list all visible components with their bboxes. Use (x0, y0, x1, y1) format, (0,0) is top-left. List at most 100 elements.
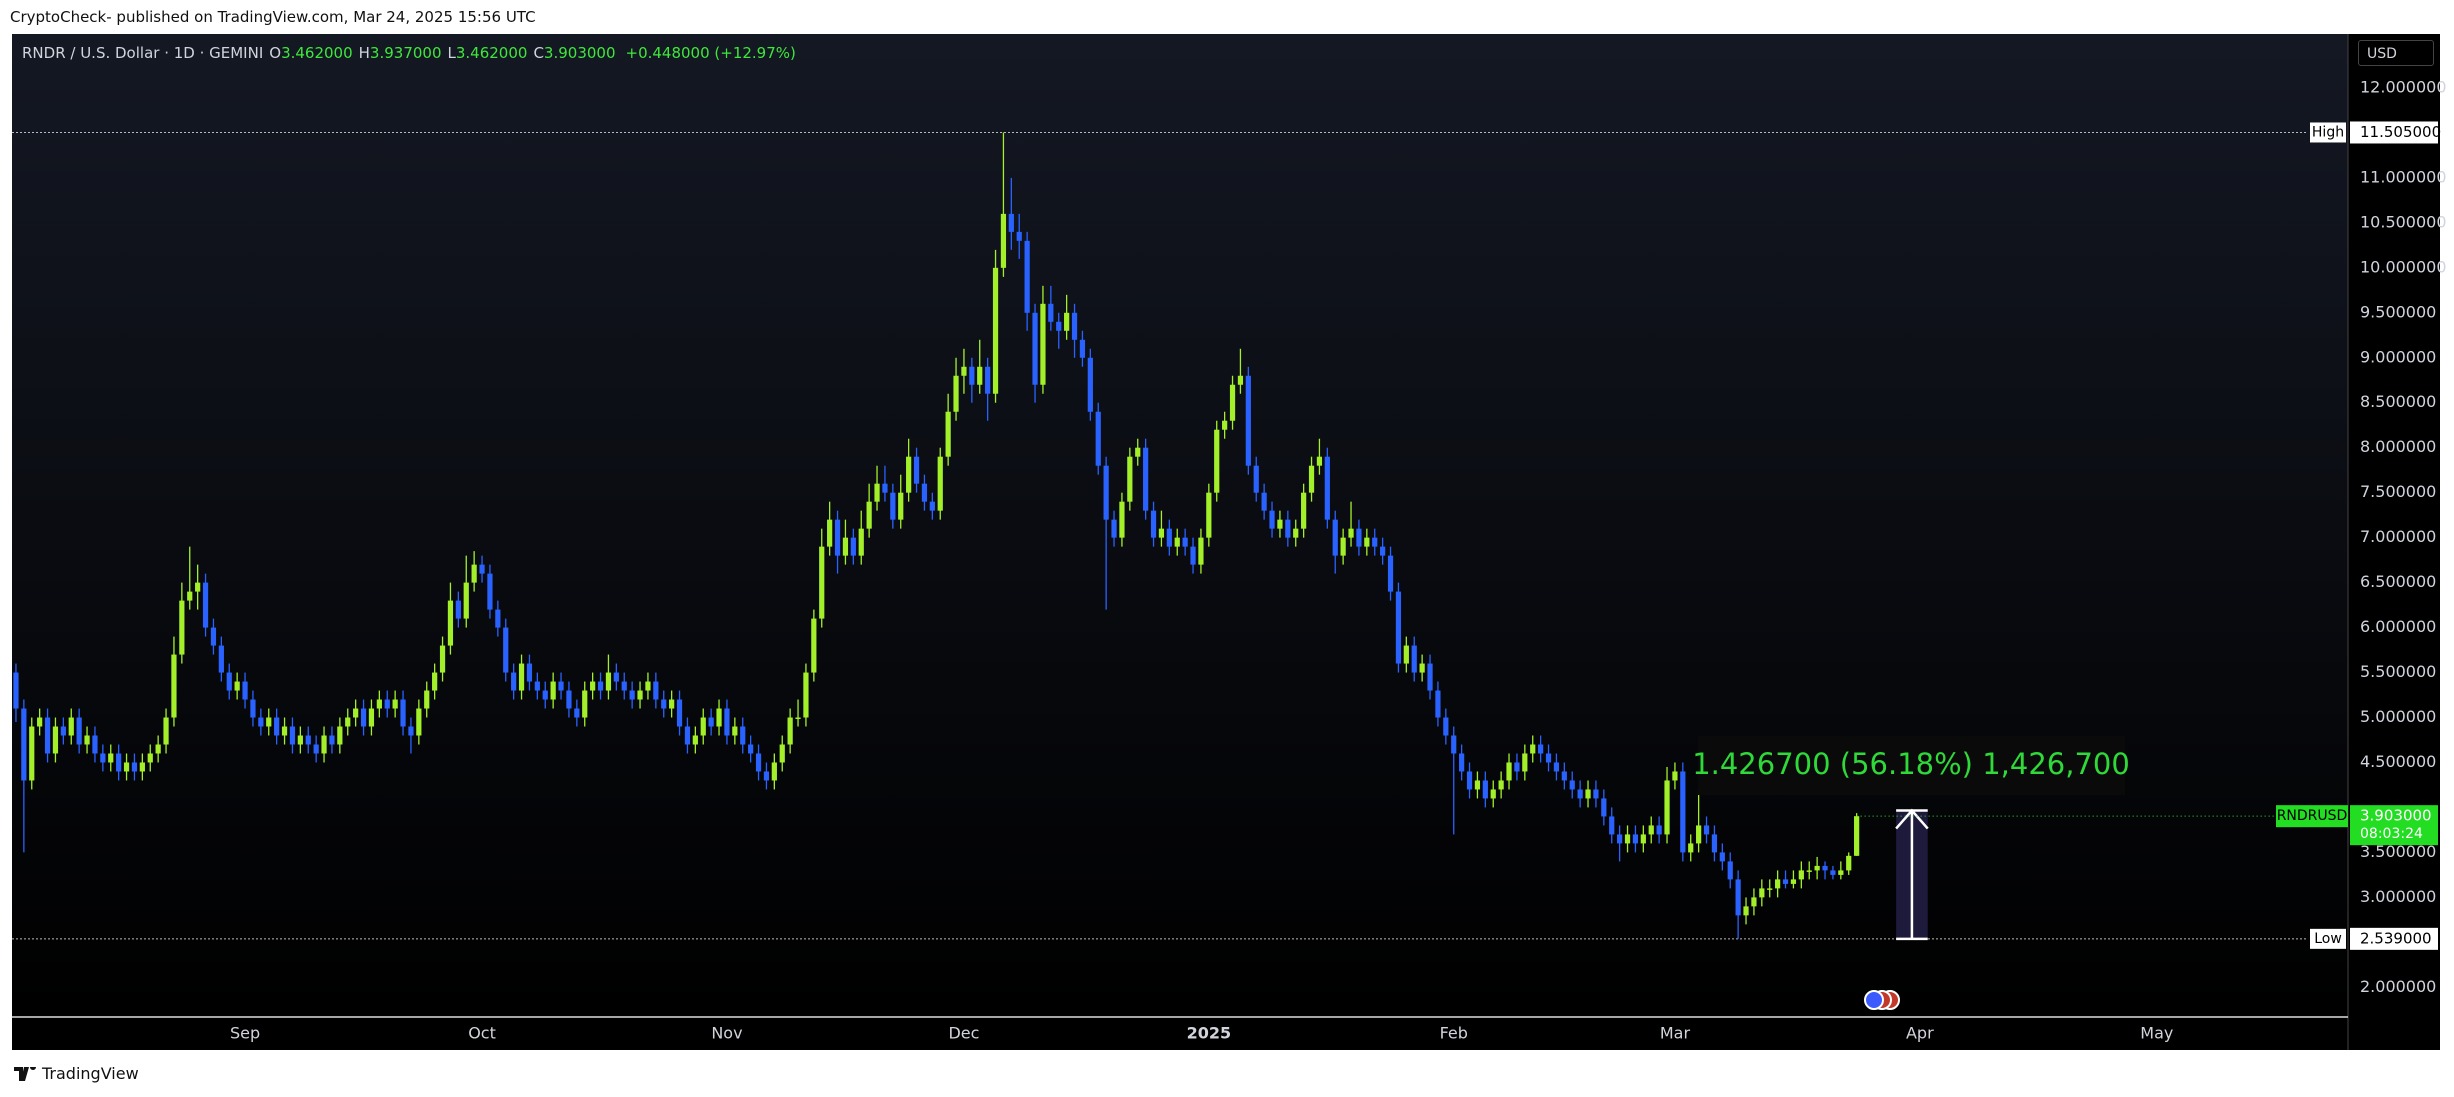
candle-body (1008, 213, 1014, 232)
candle-body (1000, 213, 1007, 268)
candle-body (574, 708, 580, 718)
candle-body (321, 735, 327, 754)
candle-body (392, 699, 398, 709)
candle-body (487, 573, 493, 610)
candle-body (724, 708, 730, 736)
candle-body (281, 726, 288, 736)
candle-body (969, 366, 975, 385)
candle-body (1269, 510, 1275, 529)
candle-body (210, 627, 217, 646)
candle-body (977, 366, 983, 385)
candle-body (1648, 825, 1654, 835)
candle-body (1079, 339, 1086, 358)
measure-head (1895, 808, 1929, 830)
candle-body (676, 699, 683, 727)
candle-body (1064, 312, 1070, 331)
candle-body (771, 762, 777, 781)
candle-body (1798, 870, 1804, 880)
candle-body (384, 699, 390, 709)
candle-body (692, 735, 698, 745)
candle-body (1435, 690, 1441, 718)
currency-button[interactable]: USD (2358, 40, 2434, 66)
candle-body (787, 717, 793, 745)
candle-body (1332, 519, 1338, 556)
candle-body (1624, 834, 1631, 844)
candle-body (874, 483, 880, 502)
candle-body (921, 483, 928, 502)
candle-body (1498, 780, 1504, 790)
y-tick-label: 9.000000 (2360, 347, 2436, 366)
candle-body (266, 717, 272, 727)
candle-body (795, 717, 801, 720)
x-tick-label: Mar (1660, 1024, 1691, 1043)
candle-body (1111, 519, 1117, 538)
candle-body (289, 726, 296, 745)
candle-body (1048, 303, 1054, 322)
y-tick-label: 10.500000 (2360, 212, 2447, 231)
x-tick-label: 2025 (1187, 1024, 1232, 1043)
candle-body (1087, 357, 1093, 412)
events-icon (1864, 990, 1900, 1010)
candle-body (1743, 906, 1749, 916)
candle-body (1751, 897, 1757, 907)
candle-body (195, 582, 201, 592)
candle-body (1222, 420, 1228, 430)
candle-body (187, 591, 193, 601)
candle-body (1261, 492, 1267, 511)
candle-body (250, 699, 256, 718)
candle-body (1569, 780, 1575, 790)
candle-body (1790, 879, 1797, 884)
candle-body (629, 690, 635, 700)
candle-body (1530, 744, 1536, 754)
x-tick-label: Nov (711, 1024, 742, 1043)
candle-body (1024, 240, 1030, 313)
candle-body (1838, 870, 1844, 875)
candle-body (811, 618, 817, 673)
candle-body (637, 690, 643, 700)
candle-body (1103, 465, 1109, 520)
candle-body (1158, 528, 1165, 538)
countdown: 08:03:24 (2360, 826, 2423, 842)
candle-body (526, 663, 533, 682)
brand: TradingView (42, 1064, 139, 1083)
candle-body (945, 411, 951, 457)
candle-body (1814, 865, 1820, 871)
candle-body (929, 501, 935, 511)
candle-body (147, 753, 153, 763)
candle-body (1071, 312, 1078, 340)
plot-area (12, 34, 2348, 1017)
candle-body (1229, 384, 1236, 421)
candle-body (1696, 825, 1702, 844)
candle-body (1538, 744, 1544, 754)
ohlc-key: O (269, 44, 282, 62)
candle-body (439, 645, 446, 673)
candle-body (1237, 375, 1244, 385)
x-tick-label: Feb (1440, 1024, 1468, 1043)
candle-body (1711, 834, 1718, 853)
candle-body (360, 708, 367, 727)
candle-body (345, 717, 351, 727)
candle-body (985, 366, 991, 394)
candle-body (1545, 753, 1552, 763)
candle-body (1577, 789, 1583, 799)
x-tick-label: Oct (468, 1024, 496, 1043)
candle-body (37, 717, 43, 727)
candle-body (1380, 546, 1386, 556)
candle-body (748, 744, 754, 754)
candle-body (1703, 825, 1710, 835)
candle-body (100, 753, 106, 763)
y-tick-label: 6.000000 (2360, 617, 2436, 636)
candle-body (1166, 528, 1172, 547)
candle-body (1245, 375, 1251, 466)
candle-body (171, 654, 177, 718)
candle-body (1474, 780, 1481, 790)
candle-body (495, 609, 501, 628)
candle-body (52, 726, 59, 754)
candle-body (242, 681, 248, 700)
candle-body (131, 762, 138, 772)
candle-body (1419, 663, 1425, 673)
candle-body (621, 681, 627, 691)
logo (14, 1066, 36, 1081)
